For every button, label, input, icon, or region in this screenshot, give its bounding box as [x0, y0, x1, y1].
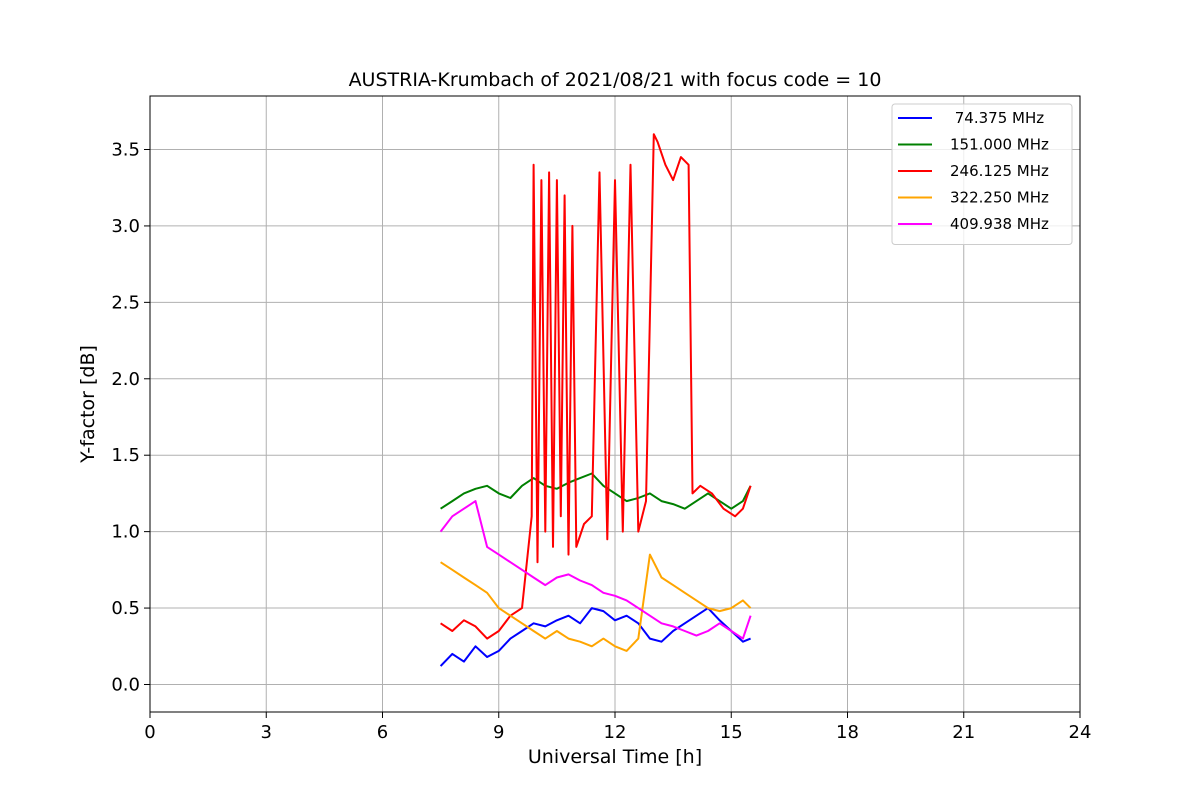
- legend-label: 246.125 MHz: [950, 162, 1049, 180]
- series-line-2: [440, 472, 752, 510]
- y-tick-label: 0.5: [111, 598, 140, 619]
- y-tick-label: 3.0: [111, 216, 140, 237]
- y-axis-label: Y-factor [dB]: [77, 345, 99, 464]
- legend-label: 151.000 MHz: [950, 136, 1049, 154]
- x-tick-label: 18: [836, 722, 859, 743]
- series-line-4: [440, 553, 752, 652]
- legend: 74.375 MHz 151.000 MHz 246.125 MHz 322.250 …: [891, 103, 1073, 245]
- x-tick-label: 21: [952, 722, 975, 743]
- series-layer: [439, 133, 752, 667]
- x-tick-label: 15: [720, 722, 743, 743]
- legend-label: 409.938 MHz: [950, 215, 1049, 233]
- legend-label: 74.375 MHz: [950, 109, 1044, 127]
- x-tick-label: 24: [1069, 722, 1092, 743]
- legend-box: [891, 103, 1073, 245]
- x-axis-label: Universal Time [h]: [528, 746, 702, 768]
- x-tick-label: 3: [261, 722, 272, 743]
- legend-label: 322.250 MHz: [950, 189, 1049, 207]
- series-line-1: [439, 607, 751, 667]
- series-line-3: [440, 133, 752, 640]
- x-tick-label: 6: [377, 722, 388, 743]
- y-tick-label: 3.5: [111, 139, 140, 160]
- y-tick-label: 0.0: [111, 674, 140, 695]
- x-tick-label: 12: [604, 722, 627, 743]
- y-tick-label: 2.0: [111, 369, 140, 390]
- y-tick-label: 1.5: [111, 445, 140, 466]
- x-tick-label: 9: [493, 722, 504, 743]
- y-tick-label: 1.0: [111, 522, 140, 543]
- x-tick-label: 0: [144, 722, 155, 743]
- y-tick-label: 2.5: [111, 292, 140, 313]
- chart-title: AUSTRIA-Krumbach of 2021/08/21 with focu…: [349, 69, 882, 91]
- series-line-5: [439, 500, 752, 640]
- ticks: 0 3 6 9 12 15 18 21 24 0.0 0.5 1.0 1.5 2.0 2.5 3.0 3.5: [111, 139, 1091, 743]
